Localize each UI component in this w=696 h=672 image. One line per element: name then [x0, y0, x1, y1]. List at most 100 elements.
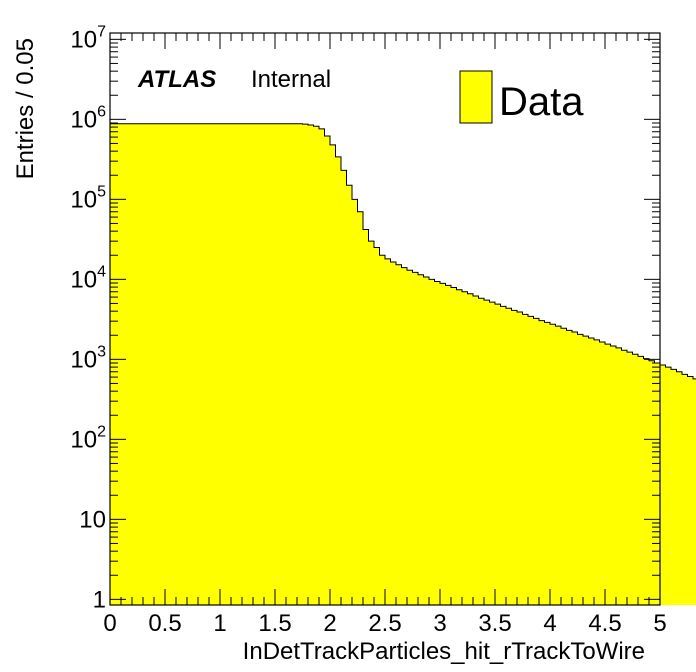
histogram-bars: [110, 123, 696, 606]
histogram-bin: [489, 302, 496, 605]
histogram-bin: [137, 123, 144, 605]
histogram-bin: [308, 124, 314, 606]
histogram-bin: [643, 358, 650, 605]
x-tick-label: 0.5: [148, 610, 181, 637]
legend-swatch: [459, 70, 493, 124]
histogram-bin: [473, 295, 479, 605]
histogram-bin: [115, 123, 122, 605]
histogram-bin: [214, 123, 221, 605]
histogram-bin: [209, 123, 215, 605]
y-axis-label: Entries / 0.05: [12, 38, 39, 179]
histogram-bin: [484, 300, 490, 605]
histogram-bin: [665, 367, 672, 605]
histogram-bin: [671, 369, 677, 605]
x-tick-label: 1: [213, 610, 226, 637]
histogram-bin: [368, 241, 375, 605]
atlas-label: ATLAS: [137, 66, 216, 93]
histogram-bin: [555, 326, 562, 605]
histogram-bin: [363, 229, 369, 606]
x-tick-label: 4.5: [588, 610, 621, 637]
legend-label: Data: [499, 80, 584, 124]
histogram-bin: [192, 123, 199, 605]
histogram-bin: [126, 123, 133, 605]
histogram-bin: [522, 314, 529, 605]
y-tick-label: 107: [70, 23, 106, 53]
histogram-bin: [264, 123, 270, 605]
histogram-bin: [143, 123, 149, 605]
histogram-bin: [654, 363, 661, 605]
histogram-bin: [517, 312, 523, 605]
histogram-bin: [418, 274, 424, 605]
histogram-bin: [533, 318, 540, 605]
histogram-bin: [231, 123, 237, 605]
histogram-bin: [423, 276, 430, 605]
histogram-bin: [335, 156, 342, 605]
histogram-bin: [412, 272, 419, 605]
y-tick-label: 106: [70, 103, 106, 133]
x-tick-label: 5: [653, 610, 666, 637]
x-tick-labels: 0 0.5 1 1.5 2 2.5 3 3.5 4 4.5 5: [103, 610, 666, 637]
histogram-bin: [594, 339, 600, 605]
y-tick-label: 105: [70, 183, 106, 213]
histogram-bin: [649, 360, 655, 605]
histogram-bin: [165, 123, 171, 605]
histogram-bin: [346, 185, 353, 605]
legend: Data: [459, 70, 584, 124]
histogram-bin: [539, 320, 545, 605]
histogram-bin: [269, 123, 276, 605]
y-tick-label: 10: [79, 506, 106, 533]
histogram-bin: [330, 144, 336, 605]
histogram-bin: [407, 270, 413, 605]
histogram-bin: [610, 345, 617, 605]
histogram-bin: [374, 247, 380, 606]
x-tick-label: 0: [103, 610, 116, 637]
histogram-bin: [286, 123, 292, 605]
histogram-bin: [148, 123, 155, 605]
x-tick-label: 2.5: [368, 610, 401, 637]
y-tick-label: 104: [70, 263, 106, 293]
histogram-bin: [302, 124, 309, 605]
histogram-bin: [621, 350, 628, 605]
histogram-bin: [577, 334, 584, 605]
histogram-bin: [253, 123, 259, 605]
histogram-outline: [109, 123, 696, 605]
histogram-bin: [181, 123, 188, 605]
y-tick-label: 103: [70, 343, 106, 373]
histogram-bin: [379, 255, 386, 605]
histogram-bin: [434, 281, 441, 605]
histogram-bin: [528, 316, 534, 605]
histogram-bin: [500, 306, 507, 605]
histogram-bin: [275, 123, 281, 605]
axis-ticks: [109, 33, 661, 605]
histogram-bin: [236, 123, 243, 605]
histogram-bin: [440, 283, 446, 605]
histogram-bin: [605, 344, 611, 605]
histogram-bin: [599, 341, 606, 605]
histogram-bin: [170, 123, 177, 605]
histogram-bin: [676, 371, 683, 605]
histogram-bin: [247, 123, 254, 605]
histogram-bin: [203, 123, 210, 605]
x-tick-label: 1.5: [258, 610, 291, 637]
histogram-bin: [544, 322, 551, 605]
histogram-bin: [660, 364, 666, 605]
histogram-bin: [687, 376, 694, 605]
histogram-bin: [121, 123, 127, 605]
histogram-bin: [506, 308, 512, 605]
histogram-bin: [313, 126, 320, 606]
histogram-bin: [198, 123, 204, 605]
histogram-bin: [693, 378, 696, 605]
histogram-bin: [478, 298, 485, 605]
histogram-bin: [385, 258, 391, 605]
histogram-bin: [566, 330, 573, 605]
histogram-bin: [280, 123, 287, 605]
histogram-bin: [445, 285, 452, 605]
histogram-bin: [456, 289, 463, 605]
histogram-bin: [627, 352, 633, 605]
histogram-bin: [357, 211, 364, 605]
x-tick-label: 2: [323, 610, 336, 637]
histogram-bin: [324, 135, 331, 605]
histogram-bin: [291, 123, 298, 605]
histogram-bin: [187, 123, 193, 605]
